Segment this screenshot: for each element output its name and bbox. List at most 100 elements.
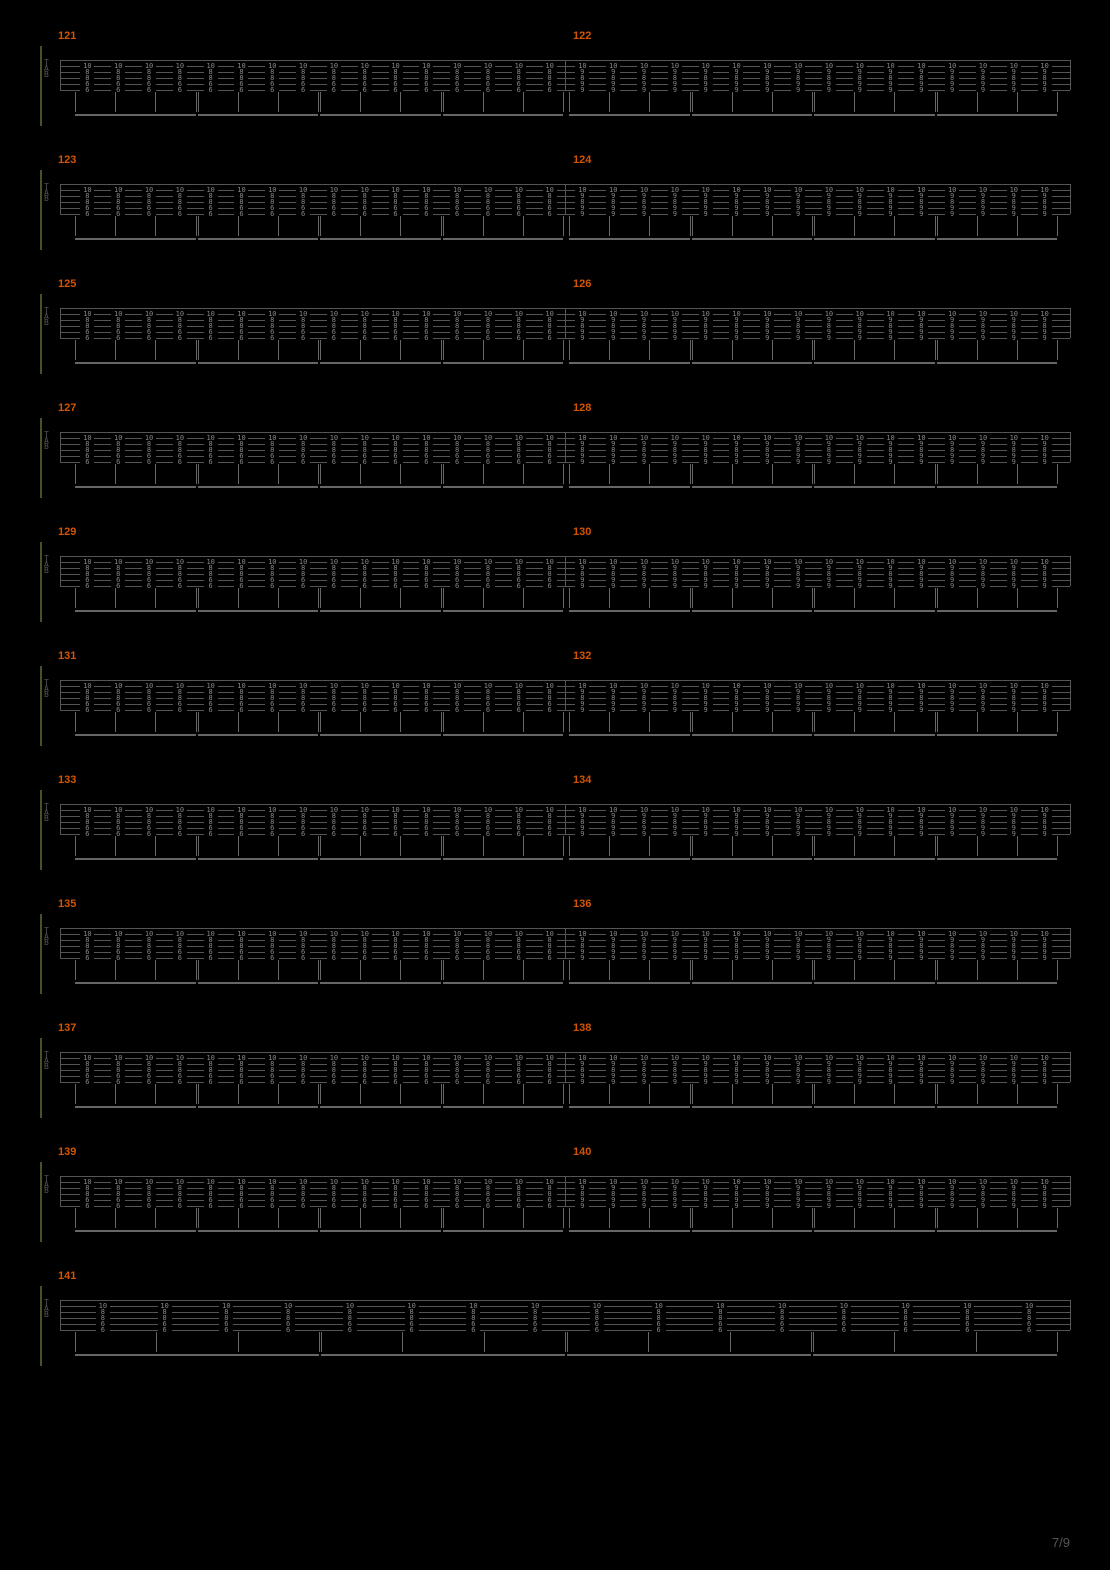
stem: [609, 464, 610, 484]
beam-subgroup: [75, 468, 196, 488]
stem: [1057, 1332, 1058, 1352]
beam-subgroup: [814, 344, 935, 364]
stem: [238, 712, 239, 732]
stem: [198, 1084, 199, 1104]
stem: [115, 1208, 116, 1228]
fret-number: 6: [111, 1079, 125, 1085]
fret-number: 6: [173, 1079, 187, 1085]
stem: [649, 1208, 650, 1228]
barline: [565, 432, 566, 462]
barline: [1070, 1176, 1071, 1206]
fret-number: 9: [945, 211, 959, 217]
string-line: [60, 1318, 1070, 1319]
fret-number: 6: [234, 87, 248, 93]
beam-subgroup: [443, 592, 564, 612]
stem: [569, 92, 570, 112]
stem: [935, 92, 936, 112]
stem: [360, 960, 361, 980]
barline: [1070, 804, 1071, 834]
fret-number: 9: [914, 831, 928, 837]
stem: [690, 836, 691, 856]
beam-subgroup: [814, 1088, 935, 1108]
fret-number: 9: [884, 955, 898, 961]
stem: [690, 588, 691, 608]
stem: [443, 1084, 444, 1104]
stem: [320, 92, 321, 112]
stem: [937, 960, 938, 980]
measure-number: 127: [40, 402, 555, 414]
fret-number: 6: [234, 211, 248, 217]
measure-number: 131: [40, 650, 555, 662]
stem: [894, 1084, 895, 1104]
stem: [692, 1208, 693, 1228]
stem: [609, 960, 610, 980]
fret-number: 6: [296, 211, 310, 217]
stem: [649, 464, 650, 484]
stem: [441, 836, 442, 856]
fret-number: 6: [450, 955, 464, 961]
string-line: [60, 1300, 1070, 1301]
fret-number: 6: [296, 1203, 310, 1209]
fret-number: 9: [914, 1203, 928, 1209]
barline: [1070, 928, 1071, 958]
barline: [60, 680, 61, 710]
fret-number: 9: [822, 1203, 836, 1209]
stem: [400, 464, 401, 484]
stem: [732, 588, 733, 608]
beam-subgroup: [198, 1088, 319, 1108]
stem: [814, 1208, 815, 1228]
beam-subgroup: [320, 96, 441, 116]
fret-number: 6: [543, 583, 557, 589]
tab-system: 131132TAB1088661088661088661088661088661…: [40, 650, 1070, 746]
beams: [72, 592, 1060, 612]
beam-group: [566, 96, 1060, 116]
fret-number: 6: [234, 1079, 248, 1085]
beam-subgroup: [320, 964, 441, 984]
fret-number: 9: [945, 87, 959, 93]
fret-number: 9: [668, 211, 682, 217]
fret-number: 6: [204, 955, 218, 961]
tab-system: 135136TAB1088661088661088661088661088661…: [40, 898, 1070, 994]
stem: [75, 1208, 76, 1228]
stem: [523, 92, 524, 112]
stem: [569, 836, 570, 856]
beam-subgroup: [75, 1088, 196, 1108]
beam-subgroup: [692, 716, 813, 736]
fret-number: 6: [80, 87, 94, 93]
stem: [320, 340, 321, 360]
fret-number: 9: [976, 955, 990, 961]
fret-number: 6: [142, 583, 156, 589]
fret-number: 9: [791, 955, 805, 961]
stem: [441, 1084, 442, 1104]
fret-number: 6: [327, 335, 341, 341]
stem: [812, 836, 813, 856]
beam-subgroup: [814, 220, 935, 240]
stem: [400, 216, 401, 236]
fret-number: 6: [204, 707, 218, 713]
beam-group: [72, 220, 566, 240]
stem: [1017, 588, 1018, 608]
fret-number: 6: [111, 707, 125, 713]
fret-number: 6: [281, 1327, 295, 1333]
beam-subgroup: [937, 468, 1058, 488]
beam-subgroup: [75, 344, 196, 364]
stem: [198, 216, 199, 236]
beam-subgroup: [692, 96, 813, 116]
stem: [318, 1208, 319, 1228]
stem: [320, 216, 321, 236]
beam-group: [566, 964, 1060, 984]
stem: [483, 340, 484, 360]
beam-subgroup: [320, 1212, 441, 1232]
staff: TAB1088661088661088661088661088661088661…: [40, 914, 1070, 994]
fret-number: 9: [976, 87, 990, 93]
stem: [400, 1208, 401, 1228]
stem: [1017, 92, 1018, 112]
beam-subgroup: [198, 468, 319, 488]
stem: [814, 712, 815, 732]
stem: [563, 464, 564, 484]
beam-subgroup: [320, 468, 441, 488]
stem: [320, 712, 321, 732]
stem: [894, 588, 895, 608]
fret-number: 9: [575, 211, 589, 217]
barline: [60, 1300, 61, 1330]
